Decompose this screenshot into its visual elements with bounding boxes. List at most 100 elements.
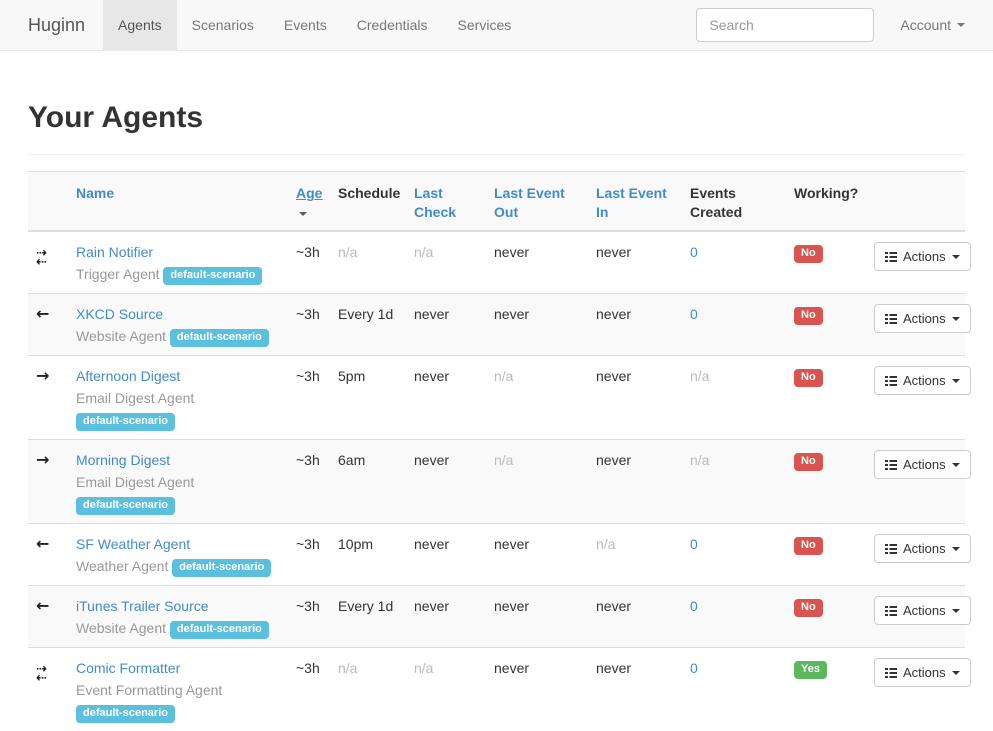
- actions-button-label: Actions: [903, 373, 946, 388]
- search-input[interactable]: [696, 8, 874, 42]
- cell-icon: ←: [28, 586, 68, 648]
- scenario-badge[interactable]: default-scenario: [170, 621, 269, 639]
- cell-actions: Actions: [866, 440, 965, 524]
- last-check-value: never: [414, 452, 449, 468]
- list-icon: [885, 543, 897, 555]
- age-value: ~3h: [296, 536, 320, 552]
- age-value: ~3h: [296, 660, 320, 676]
- agent-name-link[interactable]: iTunes Trailer Source: [76, 598, 209, 614]
- nav-item-scenarios[interactable]: Scenarios: [177, 0, 269, 50]
- nav-item-credentials[interactable]: Credentials: [342, 0, 443, 50]
- agent-name-link[interactable]: SF Weather Agent: [76, 536, 190, 552]
- cell-working: No: [786, 440, 866, 524]
- working-badge: No: [794, 307, 823, 325]
- list-icon: [885, 313, 897, 325]
- cell-last-event-in: never: [588, 356, 682, 440]
- agent-subline: Email Digest Agent default-scenario: [76, 387, 280, 431]
- scenario-badge[interactable]: default-scenario: [163, 267, 262, 285]
- last-check-value: never: [414, 306, 449, 322]
- agent-name-link[interactable]: Morning Digest: [76, 452, 170, 468]
- cell-name: Morning Digest Email Digest Agent defaul…: [68, 440, 288, 524]
- column-header-last_event_in[interactable]: Last Event In: [588, 172, 682, 232]
- column-label-last_check[interactable]: Last Check: [414, 185, 456, 220]
- cell-icon: ←: [28, 524, 68, 586]
- actions-button[interactable]: Actions: [874, 658, 971, 687]
- actions-button[interactable]: Actions: [874, 450, 971, 479]
- events-created-link[interactable]: 0: [690, 306, 698, 322]
- schedule-value: 6am: [338, 452, 365, 468]
- column-header-age[interactable]: Age: [288, 172, 330, 232]
- actions-button[interactable]: Actions: [874, 534, 971, 563]
- table-row: → Morning Digest Email Digest Agent defa…: [28, 440, 965, 524]
- agent-name-link[interactable]: XKCD Source: [76, 306, 163, 322]
- actions-button[interactable]: Actions: [874, 304, 971, 333]
- nav-item-services[interactable]: Services: [443, 0, 527, 50]
- cell-working: No: [786, 356, 866, 440]
- cell-actions: Actions: [866, 648, 965, 731]
- column-header-icon: [28, 172, 68, 232]
- cell-schedule: Every 1d: [330, 586, 406, 648]
- events-created-link[interactable]: 0: [690, 660, 698, 676]
- brand-link[interactable]: Huginn: [0, 0, 103, 50]
- events-created-link[interactable]: 0: [690, 244, 698, 260]
- column-header-name[interactable]: Name: [68, 172, 288, 232]
- cell-age: ~3h: [288, 231, 330, 294]
- actions-button[interactable]: Actions: [874, 596, 971, 625]
- exchange-icon: ⇢⇠: [36, 665, 47, 683]
- list-icon: [885, 375, 897, 387]
- cell-working: No: [786, 586, 866, 648]
- cell-name: XKCD Source Website Agent default-scenar…: [68, 294, 288, 356]
- scenario-badge[interactable]: default-scenario: [76, 705, 175, 723]
- schedule-value: 5pm: [338, 368, 365, 384]
- agent-type-label: Website Agent: [76, 328, 166, 344]
- scenario-badge[interactable]: default-scenario: [76, 497, 175, 515]
- scenario-badge[interactable]: default-scenario: [172, 559, 271, 577]
- column-label-last_event_in[interactable]: Last Event In: [596, 185, 667, 220]
- actions-button-label: Actions: [903, 603, 946, 618]
- agent-type-label: Email Digest Agent: [76, 390, 194, 406]
- last-check-value: n/a: [414, 660, 433, 676]
- cell-last-event-in: n/a: [588, 524, 682, 586]
- column-header-working: Working?: [786, 172, 866, 232]
- agent-name-link[interactable]: Comic Formatter: [76, 660, 180, 676]
- agent-name-link[interactable]: Rain Notifier: [76, 244, 153, 260]
- list-icon: [885, 667, 897, 679]
- column-header-last_check[interactable]: Last Check: [406, 172, 486, 232]
- cell-age: ~3h: [288, 440, 330, 524]
- cell-last-event-in: never: [588, 294, 682, 356]
- actions-button[interactable]: Actions: [874, 242, 971, 271]
- agent-type-label: Event Formatting Agent: [76, 682, 222, 698]
- agent-subline: Weather Agent default-scenario: [76, 555, 280, 577]
- column-label-age[interactable]: Age: [296, 185, 322, 201]
- scenario-badge[interactable]: default-scenario: [170, 329, 269, 347]
- agent-type-label: Website Agent: [76, 620, 166, 636]
- nav-item-events[interactable]: Events: [269, 0, 342, 50]
- last-event-in-value: never: [596, 306, 631, 322]
- agent-subline: Email Digest Agent default-scenario: [76, 471, 280, 515]
- cell-name: iTunes Trailer Source Website Agent defa…: [68, 586, 288, 648]
- events-created-link[interactable]: 0: [690, 536, 698, 552]
- events-created-link: n/a: [690, 368, 709, 384]
- last-event-in-value: never: [596, 660, 631, 676]
- agent-subline: Event Formatting Agent default-scenario: [76, 679, 280, 723]
- agent-type-label: Weather Agent: [76, 558, 168, 574]
- events-created-link[interactable]: 0: [690, 598, 698, 614]
- scenario-badge[interactable]: default-scenario: [76, 413, 175, 431]
- agent-name-link[interactable]: Afternoon Digest: [76, 368, 180, 384]
- age-value: ~3h: [296, 598, 320, 614]
- nav-item-agents[interactable]: Agents: [103, 0, 177, 50]
- list-icon: [885, 605, 897, 617]
- list-icon: [885, 251, 897, 263]
- column-header-last_event_out[interactable]: Last Event Out: [486, 172, 588, 232]
- schedule-value: 10pm: [338, 536, 373, 552]
- column-label-name[interactable]: Name: [76, 185, 114, 201]
- exchange-icon: ⇢⇠: [36, 249, 47, 267]
- column-label-last_event_out[interactable]: Last Event Out: [494, 185, 565, 220]
- cell-name: Rain Notifier Trigger Agent default-scen…: [68, 231, 288, 294]
- account-menu[interactable]: Account: [882, 17, 993, 33]
- actions-button[interactable]: Actions: [874, 366, 971, 395]
- cell-last-check: never: [406, 524, 486, 586]
